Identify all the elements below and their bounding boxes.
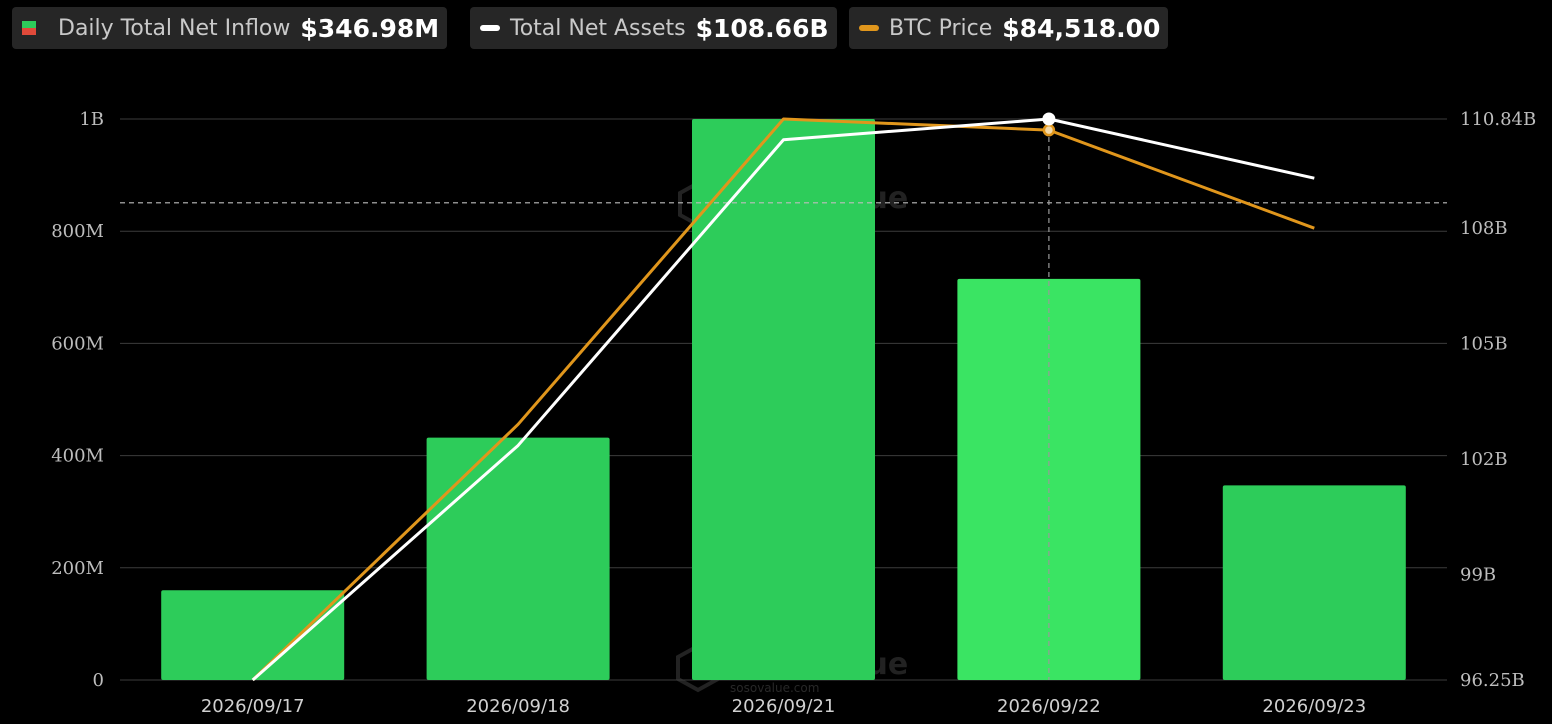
net-assets-point [1042,112,1056,126]
left-axis-ticks: 0 200M 400M 600M 800M 1B [51,109,104,691]
legend-assets-label: Total Net Assets [510,15,686,41]
btc-line-swatch-icon [859,25,879,31]
right-tick-label: 99B [1460,564,1496,585]
right-tick-label: 102B [1460,449,1508,470]
legend-btc-label: BTC Price [889,15,993,41]
legend-assets-value: $108.66B [695,13,829,43]
left-tick-label: 600M [51,333,104,354]
net-assets-line [251,117,1315,682]
assets-line-swatch-icon [480,25,500,31]
inflow-bar [161,590,345,680]
legend-btc-value: $84,518.00 [1002,13,1161,43]
x-tick-label: 2026/09/17 [201,696,305,717]
right-tick-label: 110.84B [1460,109,1536,130]
legend-item-btc[interactable]: BTC Price $84,518.00 [849,7,1169,49]
x-axis-ticks: 2026/09/17 2026/09/18 2026/09/21 2026/09/22… [201,696,1366,717]
inflow-bar [692,119,875,680]
legend-item-inflow[interactable]: Daily Total Net Inflow $346.98M [12,7,448,49]
right-tick-label: 105B [1460,334,1508,355]
left-tick-label: 400M [51,446,104,467]
left-tick-label: 200M [51,558,104,579]
chart-legend: Daily Total Net Inflow $346.98M Total Ne… [0,0,1552,56]
legend-inflow-value: $346.98M [300,13,440,43]
watermark-site: sosovalue.com [730,681,819,695]
btc-price-line [251,117,1315,682]
right-tick-label: 108B [1460,218,1508,239]
right-axis-ticks: 96.25B 99B 102B 105B 108B 110.84B [1460,109,1536,691]
legend-item-assets[interactable]: Total Net Assets $108.66B [470,7,837,49]
btc-price-point [1042,123,1056,137]
left-tick-label: 1B [79,109,104,130]
x-tick-label: 2026/09/23 [1262,696,1366,717]
x-tick-label: 2026/09/18 [466,696,570,717]
x-tick-label: 2026/09/22 [997,696,1101,717]
legend-inflow-label: Daily Total Net Inflow [58,15,291,41]
x-tick-label: 2026/09/21 [732,696,836,717]
series-lines [251,112,1315,682]
inflow-bar [1222,485,1406,680]
inflow-swatch-icon [22,21,36,35]
left-tick-label: 0 [93,670,104,691]
crosshair [120,119,1447,680]
left-tick-label: 800M [51,221,104,242]
inflow-bar [426,437,610,680]
right-tick-label: 96.25B [1460,670,1525,691]
